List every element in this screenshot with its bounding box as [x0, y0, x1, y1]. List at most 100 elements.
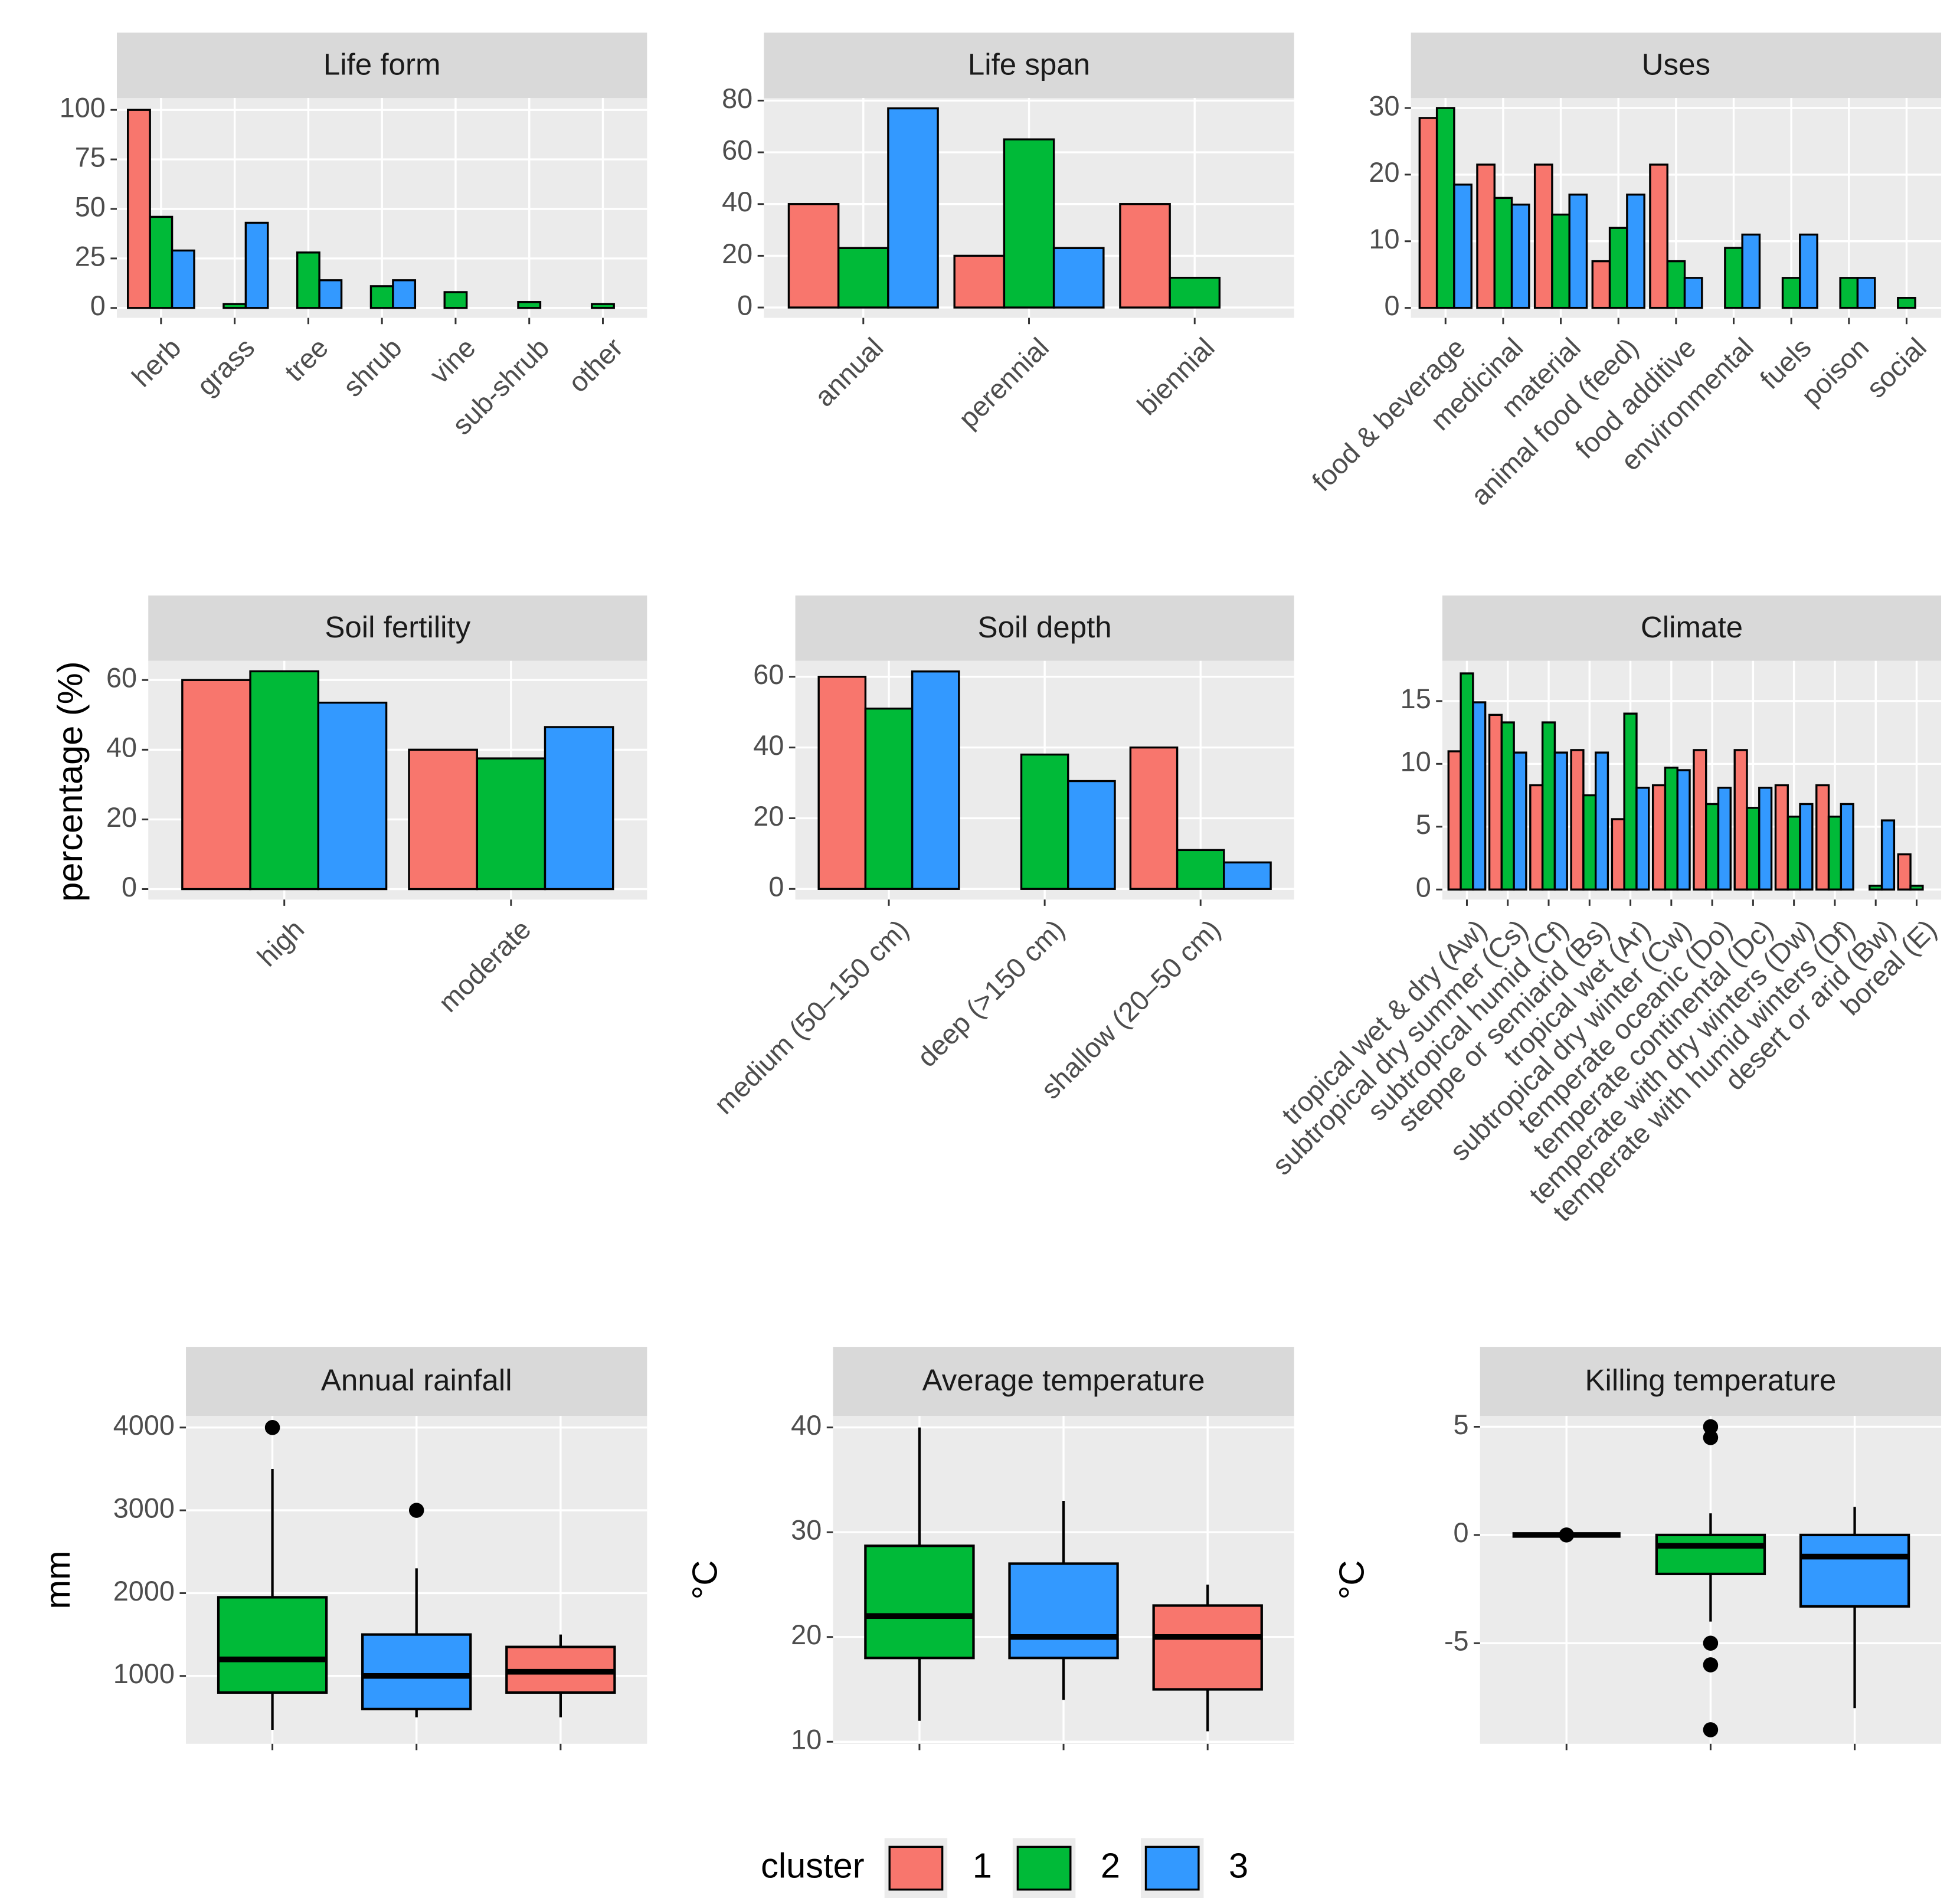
y-tick-label: 60	[753, 659, 784, 690]
y-tick-label: 10	[791, 1724, 822, 1755]
bar	[1897, 853, 1912, 891]
panel-title: Uses	[1642, 47, 1710, 81]
bar	[1488, 714, 1503, 891]
bar	[787, 203, 840, 309]
strip	[148, 595, 647, 661]
bar	[1570, 749, 1585, 891]
bar	[1626, 194, 1645, 309]
bar	[1513, 751, 1527, 891]
bar	[408, 748, 478, 891]
bar	[1003, 138, 1055, 309]
box	[1799, 1533, 1910, 1608]
legend-key	[888, 1845, 944, 1891]
bar	[127, 109, 151, 309]
box	[1655, 1533, 1766, 1576]
y-tick-label: 75	[75, 142, 106, 172]
panel-title: Average temperature	[922, 1363, 1205, 1397]
bar	[318, 279, 343, 309]
box	[361, 1633, 472, 1710]
y-tick-label: 0	[1384, 290, 1399, 321]
bar	[296, 251, 320, 309]
bar	[544, 726, 614, 891]
bar	[1746, 807, 1761, 891]
box	[864, 1544, 975, 1660]
bar	[1052, 247, 1105, 309]
bar	[1705, 803, 1720, 891]
bar	[1582, 794, 1597, 891]
panel-title: Climate	[1641, 610, 1743, 644]
shared-y-label: percentage (%)	[50, 661, 90, 901]
bar	[1493, 197, 1513, 309]
bar	[1786, 816, 1801, 891]
bar	[1827, 816, 1843, 891]
bar	[1799, 803, 1814, 891]
bar	[1693, 749, 1707, 891]
bar	[953, 254, 1006, 309]
bar	[1460, 672, 1474, 891]
y-axis-label: mm	[38, 1550, 77, 1609]
bar	[1533, 163, 1553, 309]
bar	[887, 107, 939, 309]
y-tick-label: 100	[60, 93, 106, 123]
strip	[795, 595, 1294, 661]
bar	[1815, 784, 1830, 891]
y-tick-label: 20	[753, 801, 784, 832]
bar	[476, 757, 547, 891]
strip	[764, 32, 1294, 99]
bar	[1717, 787, 1732, 891]
bar	[443, 291, 468, 309]
bar	[1741, 233, 1761, 309]
y-tick-label: 5	[1454, 1409, 1469, 1440]
y-tick-label: 0	[737, 290, 752, 320]
y-tick-label: 40	[753, 730, 784, 761]
bar	[1529, 784, 1544, 891]
bar	[1435, 107, 1455, 309]
bar	[1020, 753, 1069, 890]
y-tick-label: 30	[791, 1515, 822, 1546]
bar	[1676, 769, 1691, 891]
bar	[244, 221, 269, 309]
bar	[1119, 203, 1171, 309]
bar	[1223, 861, 1272, 890]
bar	[149, 215, 174, 309]
y-tick-label: 0	[768, 872, 784, 902]
bar	[1447, 750, 1462, 891]
y-tick-label: 10	[1401, 747, 1431, 777]
bar	[1418, 117, 1438, 309]
bar	[249, 670, 320, 891]
panel-title: Life form	[323, 47, 441, 81]
bar	[171, 249, 195, 309]
y-tick-label: 20	[106, 802, 137, 833]
bar	[1500, 721, 1515, 891]
outlier	[1703, 1657, 1719, 1673]
y-tick-label: 40	[722, 186, 752, 217]
panel-title: Soil fertility	[325, 610, 470, 644]
y-tick-label: 20	[722, 238, 752, 269]
legend-label: 1	[973, 1845, 992, 1885]
box	[1152, 1604, 1263, 1691]
bar	[222, 303, 247, 309]
bar	[1608, 227, 1628, 309]
box	[217, 1596, 328, 1694]
panel-title: Soil depth	[978, 610, 1112, 644]
bar	[181, 679, 251, 891]
y-tick-label: 1000	[113, 1658, 175, 1689]
y-tick-label: 3000	[113, 1493, 175, 1524]
outlier	[1703, 1419, 1719, 1435]
y-tick-label: 5	[1416, 809, 1431, 840]
y-tick-label: 15	[1401, 683, 1431, 714]
outlier	[1703, 1430, 1719, 1445]
y-tick-label: 50	[75, 191, 106, 222]
outlier	[408, 1503, 424, 1518]
y-tick-label: 25	[75, 241, 106, 271]
box	[1008, 1562, 1119, 1660]
y-tick-label: 30	[1369, 90, 1399, 121]
bar	[1169, 276, 1221, 309]
bar	[1781, 277, 1801, 309]
legend-label: 2	[1101, 1845, 1120, 1885]
y-tick-label: -5	[1444, 1626, 1469, 1657]
bar	[1510, 203, 1530, 309]
legend-key	[1144, 1845, 1200, 1891]
strip	[1411, 32, 1942, 99]
